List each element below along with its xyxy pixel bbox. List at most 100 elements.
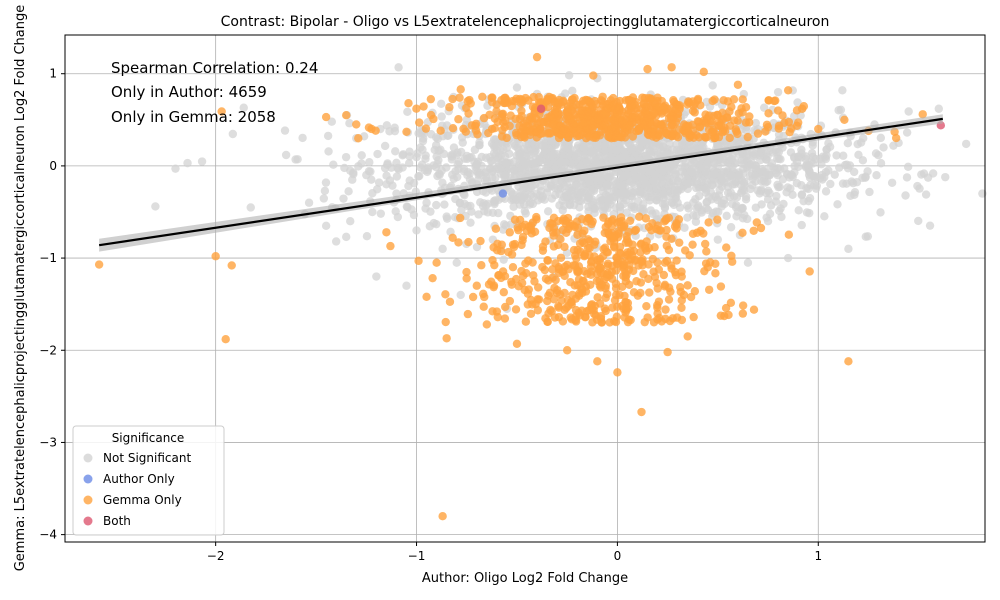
y-tick-label: −4 bbox=[39, 528, 57, 542]
not-significant-point bbox=[564, 71, 574, 80]
gemma-only-point bbox=[517, 278, 527, 288]
gemma-only-point bbox=[667, 264, 676, 273]
not-significant-point bbox=[558, 196, 567, 205]
not-significant-point bbox=[579, 143, 589, 152]
not-significant-point bbox=[320, 186, 330, 196]
gemma-only-point bbox=[649, 318, 659, 327]
not-significant-point bbox=[512, 195, 522, 205]
not-significant-point bbox=[743, 162, 752, 172]
not-significant-point bbox=[488, 208, 498, 217]
not-significant-point bbox=[738, 214, 748, 223]
gemma-only-point bbox=[722, 243, 731, 252]
not-significant-point bbox=[687, 168, 697, 177]
not-significant-point bbox=[394, 165, 403, 174]
not-significant-point bbox=[844, 244, 853, 254]
not-significant-point bbox=[600, 202, 610, 212]
not-significant-point bbox=[416, 143, 425, 152]
gemma-only-point bbox=[412, 104, 421, 113]
gemma-only-point bbox=[738, 301, 748, 310]
not-significant-point bbox=[736, 180, 746, 190]
gemma-only-point bbox=[773, 106, 783, 115]
not-significant-point bbox=[327, 117, 336, 126]
not-significant-point bbox=[678, 162, 687, 172]
gemma-only-point bbox=[625, 216, 635, 225]
gemma-only-point bbox=[690, 287, 700, 296]
gemma-only-point bbox=[484, 128, 493, 138]
not-significant-point bbox=[660, 199, 669, 209]
gemma-only-point bbox=[448, 233, 457, 242]
not-significant-point bbox=[673, 177, 682, 186]
gemma-only-point bbox=[402, 127, 411, 136]
gemma-only-point bbox=[627, 100, 637, 110]
not-significant-point bbox=[766, 201, 776, 210]
not-significant-point bbox=[710, 191, 720, 201]
gemma-only-point bbox=[528, 102, 538, 111]
not-significant-point bbox=[321, 178, 331, 187]
not-significant-point bbox=[442, 163, 451, 172]
gemma-only-point bbox=[462, 274, 471, 283]
gemma-only-point bbox=[656, 107, 666, 116]
not-significant-point bbox=[280, 126, 290, 135]
gemma-only-point bbox=[489, 243, 498, 252]
y-tick-label: −2 bbox=[39, 343, 57, 357]
gemma-only-point bbox=[693, 94, 703, 104]
gemma-only-point bbox=[438, 511, 447, 521]
not-significant-point bbox=[394, 63, 403, 72]
not-significant-point bbox=[565, 200, 575, 210]
gemma-only-point bbox=[508, 263, 518, 272]
gemma-only-point bbox=[522, 122, 531, 131]
gemma-only-point bbox=[725, 121, 735, 130]
gemma-only-point bbox=[585, 103, 594, 112]
not-significant-point bbox=[617, 181, 627, 191]
gemma-only-point bbox=[563, 213, 573, 223]
gemma-only-point bbox=[716, 311, 726, 320]
not-significant-point bbox=[456, 290, 465, 300]
gemma-only-point bbox=[690, 108, 699, 117]
gemma-only-point bbox=[676, 283, 685, 292]
regression-line bbox=[98, 114, 943, 252]
gemma-only-point bbox=[512, 339, 522, 349]
not-significant-point bbox=[615, 139, 625, 149]
not-significant-point bbox=[627, 144, 637, 153]
gemma-only-point bbox=[555, 290, 565, 299]
gemma-only-point bbox=[573, 230, 582, 239]
not-significant-point bbox=[665, 174, 674, 183]
not-significant-point bbox=[545, 152, 555, 161]
gemma-only-point bbox=[566, 277, 575, 287]
gemma-only-point bbox=[445, 297, 455, 306]
not-significant-point bbox=[876, 133, 886, 143]
gemma-only-point bbox=[445, 103, 454, 112]
not-significant-point bbox=[797, 145, 806, 154]
gemma-only-point bbox=[530, 277, 539, 286]
gemma-only-point bbox=[590, 252, 599, 261]
not-significant-point bbox=[499, 255, 508, 264]
not-significant-point bbox=[773, 87, 783, 97]
not-significant-point bbox=[821, 187, 831, 196]
gemma-only-point bbox=[604, 228, 613, 237]
not-significant-point bbox=[751, 171, 760, 180]
not-significant-point bbox=[382, 171, 391, 180]
not-significant-point bbox=[696, 159, 705, 169]
annotation-only-gemma: Only in Gemma: 2058 bbox=[111, 108, 276, 126]
not-significant-point bbox=[466, 218, 475, 227]
gemma-only-point bbox=[593, 357, 602, 366]
gemma-only-point bbox=[634, 124, 643, 134]
gemma-only-point bbox=[548, 120, 557, 129]
not-significant-point bbox=[917, 170, 926, 179]
not-significant-point bbox=[759, 103, 769, 112]
not-significant-point bbox=[783, 253, 793, 263]
gemma-only-point bbox=[600, 110, 609, 119]
not-significant-point bbox=[391, 147, 400, 156]
gemma-only-point bbox=[536, 129, 545, 139]
not-significant-point bbox=[171, 164, 180, 173]
gemma-only-point bbox=[645, 288, 654, 297]
not-significant-point bbox=[329, 160, 338, 169]
gemma-only-point bbox=[610, 120, 619, 129]
not-significant-point bbox=[439, 149, 449, 159]
gemma-only-point bbox=[543, 317, 552, 327]
not-significant-point bbox=[769, 148, 778, 157]
gemma-only-point bbox=[580, 249, 590, 259]
gemma-only-point bbox=[664, 295, 674, 304]
gemma-only-point bbox=[455, 93, 464, 102]
gemma-only-point bbox=[592, 315, 602, 324]
